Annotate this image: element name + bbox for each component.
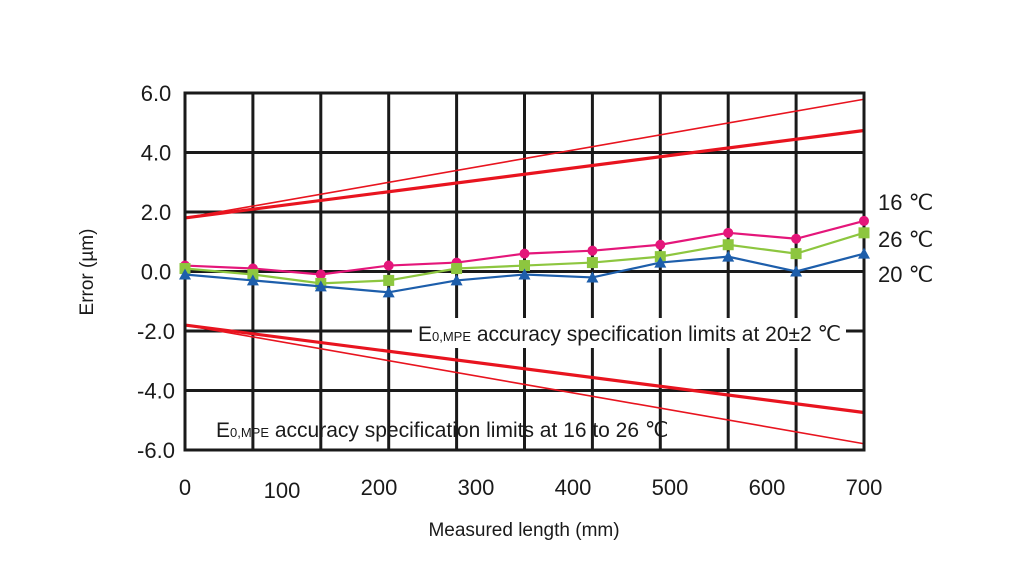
data-point-2 [246,274,259,286]
x-tick-label: 700 [846,475,883,500]
data-point-1 [858,227,870,239]
data-point-0 [383,260,394,271]
annotation-20-limits: E0,MPE accuracy specification limits at … [412,318,846,348]
x-tick-label: 500 [652,475,689,500]
data-point-0 [587,245,598,256]
svg-text:E0,MPE accuracy specification: E0,MPE accuracy specification limits at … [418,323,841,346]
svg-text:E0,MPE accuracy specification: E0,MPE accuracy specification limits at … [216,419,668,442]
limit-line-upper-1 [184,98,865,219]
data-point-2 [858,247,870,259]
tick-labels: 6.0 4.0 2.0 0.0 -2.0 -4.0 -6.00 100 200 300 400 500… [137,81,882,503]
annotation-16-26-sub: 0,MPE [230,425,269,440]
annotation-20-main: E [418,323,432,346]
annotation-16-26-rest: accuracy specification limits at 16 to 2… [269,419,668,442]
data-point-0 [859,215,869,226]
y-tick-label: 0.0 [141,260,172,285]
data-point-2 [790,265,803,277]
x-tick-label: 100 [264,478,301,503]
data-point-1 [383,274,395,286]
y-axis-label: Error (µm) [77,229,98,316]
annotation-16-26-limits: E0,MPE accuracy specification limits at … [216,419,668,442]
series-label-16: 16 ℃ [878,190,933,215]
series-group [179,215,870,298]
x-axis-label: Measured length (mm) [428,520,619,541]
data-point-2 [450,274,463,286]
annotation-16-26-main: E [216,419,230,442]
annotation-20-rest: accuracy specification limits at 20±2 ℃ [471,323,841,346]
y-tick-label: -6.0 [137,438,175,463]
data-point-2 [722,250,735,262]
limit-line-lower-1 [184,324,865,445]
data-point-1 [451,263,463,275]
x-tick-label: 200 [361,475,398,500]
y-tick-label: -4.0 [137,379,175,404]
data-point-2 [518,268,531,280]
data-point-1 [586,257,598,269]
data-point-0 [655,239,666,250]
y-tick-label: -2.0 [137,319,175,344]
limit-line-upper-0 [184,128,865,220]
data-point-0 [519,248,530,259]
series-label-26: 26 ℃ [878,227,933,252]
y-tick-label: 4.0 [141,141,172,166]
data-point-1 [519,260,530,272]
y-tick-label: 2.0 [141,200,172,225]
series-label-20: 20 ℃ [878,262,933,287]
data-point-1 [722,239,734,251]
data-point-0 [791,233,802,244]
data-point-2 [586,271,599,283]
data-point-2 [382,286,395,298]
data-point-1 [790,248,802,260]
limit-line-lower-0 [184,323,865,415]
x-tick-label: 400 [555,475,592,500]
data-point-2 [654,256,667,268]
x-tick-label: 300 [458,475,495,500]
data-point-0 [723,227,734,238]
x-tick-label: 0 [179,475,191,500]
annotation-20-sub: 0,MPE [432,329,471,344]
data-point-2 [179,268,191,280]
x-tick-label: 600 [749,475,786,500]
y-tick-label: 6.0 [141,81,172,106]
limit-lines [184,98,865,445]
data-point-2 [314,280,327,292]
data-point-0 [315,269,326,280]
